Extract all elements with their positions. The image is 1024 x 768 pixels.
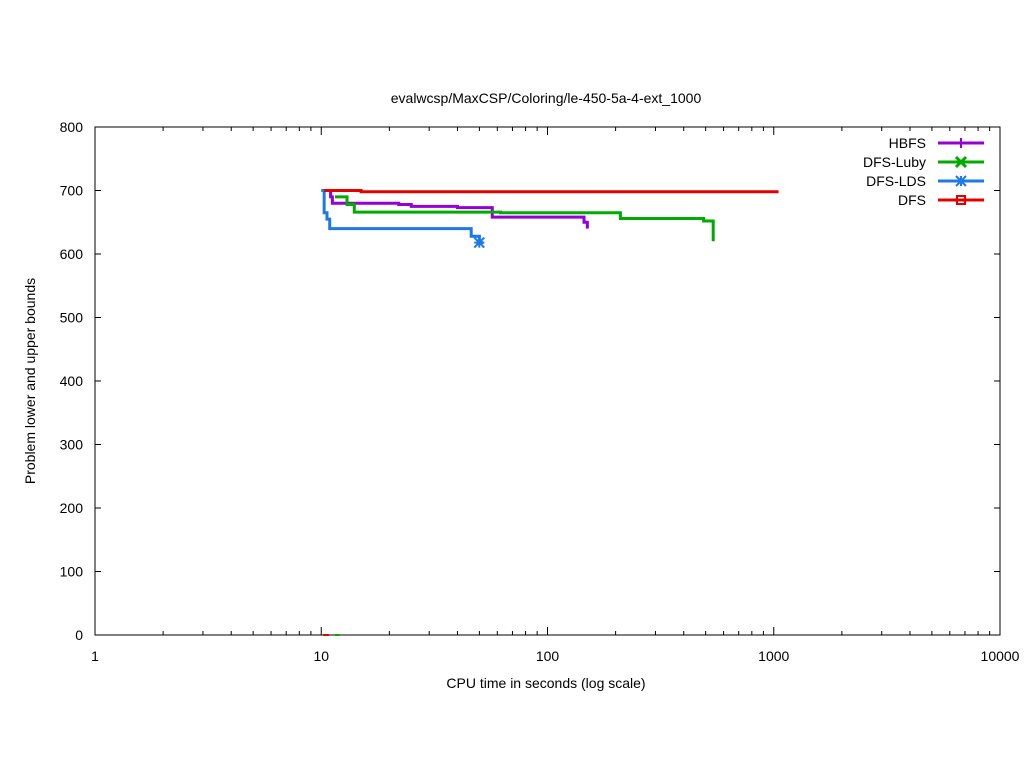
- legend-marker-dfs: [956, 195, 966, 205]
- y-tick-label: 700: [60, 183, 84, 199]
- x-tick-label: 10000: [981, 648, 1020, 664]
- series-line-hbfs-upper: [326, 189, 589, 229]
- series-line-dfs-lds-upper: [321, 189, 484, 245]
- y-tick-label: 100: [60, 564, 84, 580]
- x-tick-label: 10: [313, 648, 329, 664]
- series-lines: [321, 189, 779, 636]
- plot-border: [94, 126, 1001, 636]
- x-tick-label: 1: [91, 648, 99, 664]
- y-tick-label: 300: [60, 437, 84, 453]
- plot-frame: [94, 126, 1001, 636]
- legend-label-dfs: DFS: [898, 192, 926, 208]
- y-tick-label: 400: [60, 373, 84, 389]
- legend-marker-dfs-luby: [954, 155, 968, 169]
- x-axis-label: CPU time in seconds (log scale): [446, 675, 645, 691]
- legend-label-dfs-luby: DFS-Luby: [863, 154, 926, 170]
- x-axis: 1 10 100 1000 10000: [91, 127, 1020, 664]
- series-marker-dfs-lds: [473, 236, 485, 249]
- legend-marker-hbfs: [956, 138, 966, 148]
- legend-label-hbfs: HBFS: [889, 135, 926, 151]
- legend-marker-dfs-lds: [955, 175, 967, 187]
- legend-label-dfs-lds: DFS-LDS: [866, 173, 926, 189]
- y-axis-label: Problem lower and upper bounds: [22, 278, 38, 484]
- x-tick-label: 100: [536, 648, 560, 664]
- y-tick-label: 200: [60, 500, 84, 516]
- series-line-dfs-upper: [324, 189, 779, 194]
- y-tick-label: 500: [60, 310, 84, 326]
- y-tick-label: 0: [75, 627, 83, 643]
- series-line-dfs-luby-upper: [334, 195, 715, 242]
- legend: HBFS DFS-Luby DFS-LDS DFS: [863, 135, 984, 208]
- y-tick-label: 800: [60, 119, 84, 135]
- y-tick-label: 600: [60, 246, 84, 262]
- chart-title: evalwcsp/MaxCSP/Coloring/le-450-5a-4-ext…: [391, 90, 702, 106]
- x-tick-label: 1000: [758, 648, 789, 664]
- y-axis: 0 100 200 300 400 500 600 700 800: [60, 119, 1000, 643]
